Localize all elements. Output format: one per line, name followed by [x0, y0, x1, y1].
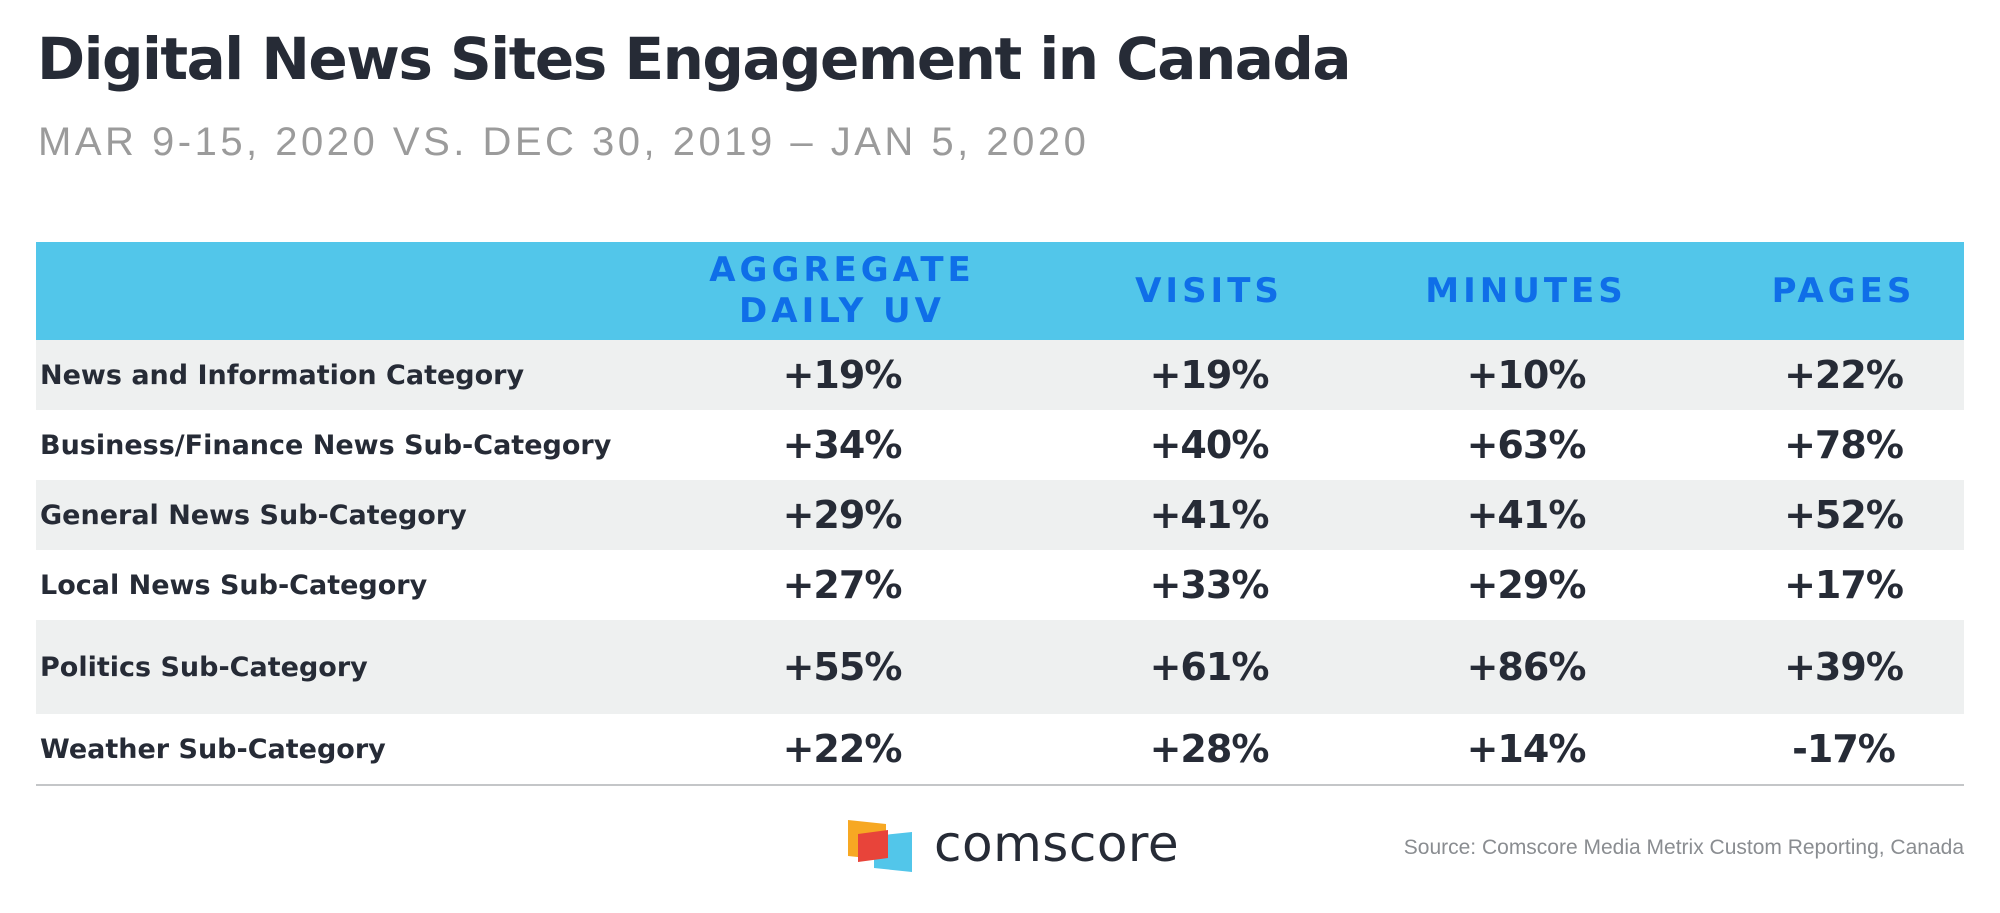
value-cell: +86% [1466, 645, 1587, 689]
value-cell: +27% [782, 563, 903, 607]
value-cell: +22% [782, 727, 903, 771]
value-cell: +14% [1466, 727, 1587, 771]
value-cell: +63% [1466, 423, 1587, 467]
value-cell: +29% [782, 493, 903, 537]
table-bottom-rule [36, 784, 1964, 786]
value-cell: +10% [1466, 353, 1587, 397]
value-cell: +22% [1784, 353, 1904, 397]
value-cell: +40% [1149, 423, 1270, 467]
value-cell: +19% [782, 353, 903, 397]
value-cell: +34% [782, 423, 903, 467]
value-cell: +52% [1784, 493, 1904, 537]
value-cell: +41% [1466, 493, 1587, 537]
table-row: General News Sub-Category +29% +41% +41%… [36, 480, 1964, 550]
value-cell: +78% [1784, 423, 1904, 467]
value-cell: +28% [1149, 727, 1270, 771]
row-label: General News Sub-Category [40, 499, 467, 531]
table-header-row: AGGREGATE DAILY UV VISITS MINUTES PAGES [36, 242, 1964, 340]
row-label: News and Information Category [40, 359, 525, 391]
value-cell: +17% [1784, 563, 1904, 607]
row-label: Politics Sub-Category [40, 651, 368, 683]
column-header-line: AGGREGATE [709, 250, 975, 290]
table-row: Business/Finance News Sub-Category +34% … [36, 410, 1964, 480]
row-label: Local News Sub-Category [40, 569, 428, 601]
value-cell: +33% [1149, 563, 1270, 607]
chart-subtitle: MAR 9-15, 2020 VS. DEC 30, 2019 – JAN 5,… [38, 120, 1090, 164]
value-cell: +41% [1149, 493, 1270, 537]
value-cell: +29% [1466, 563, 1587, 607]
column-header-pages: PAGES [1771, 270, 1916, 311]
table-row: Politics Sub-Category +55% +61% +86% +39… [36, 620, 1964, 714]
row-label: Business/Finance News Sub-Category [40, 429, 612, 461]
column-header-visits: VISITS [1135, 270, 1283, 311]
comscore-logo-icon [848, 820, 912, 872]
row-label: Weather Sub-Category [40, 733, 386, 765]
value-cell: +19% [1149, 353, 1270, 397]
chart-title: Digital News Sites Engagement in Canada [37, 25, 1352, 93]
value-cell: +61% [1149, 645, 1270, 689]
source-note: Source: Comscore Media Metrix Custom Rep… [1403, 836, 1964, 859]
column-header-line: DAILY UV [739, 291, 945, 331]
column-header-aggregate-daily-uv: AGGREGATE DAILY UV [617, 250, 1067, 332]
value-cell: -17% [1792, 727, 1896, 771]
comscore-brand-name: comscore [934, 815, 1180, 873]
engagement-table: AGGREGATE DAILY UV VISITS MINUTES PAGES … [36, 242, 1964, 786]
value-cell: +39% [1784, 645, 1904, 689]
table-row: Local News Sub-Category +27% +33% +29% +… [36, 550, 1964, 620]
table-row: News and Information Category +19% +19% … [36, 340, 1964, 410]
value-cell: +55% [782, 645, 903, 689]
table-row: Weather Sub-Category +22% +28% +14% -17% [36, 714, 1964, 784]
column-header-minutes: MINUTES [1425, 270, 1627, 311]
